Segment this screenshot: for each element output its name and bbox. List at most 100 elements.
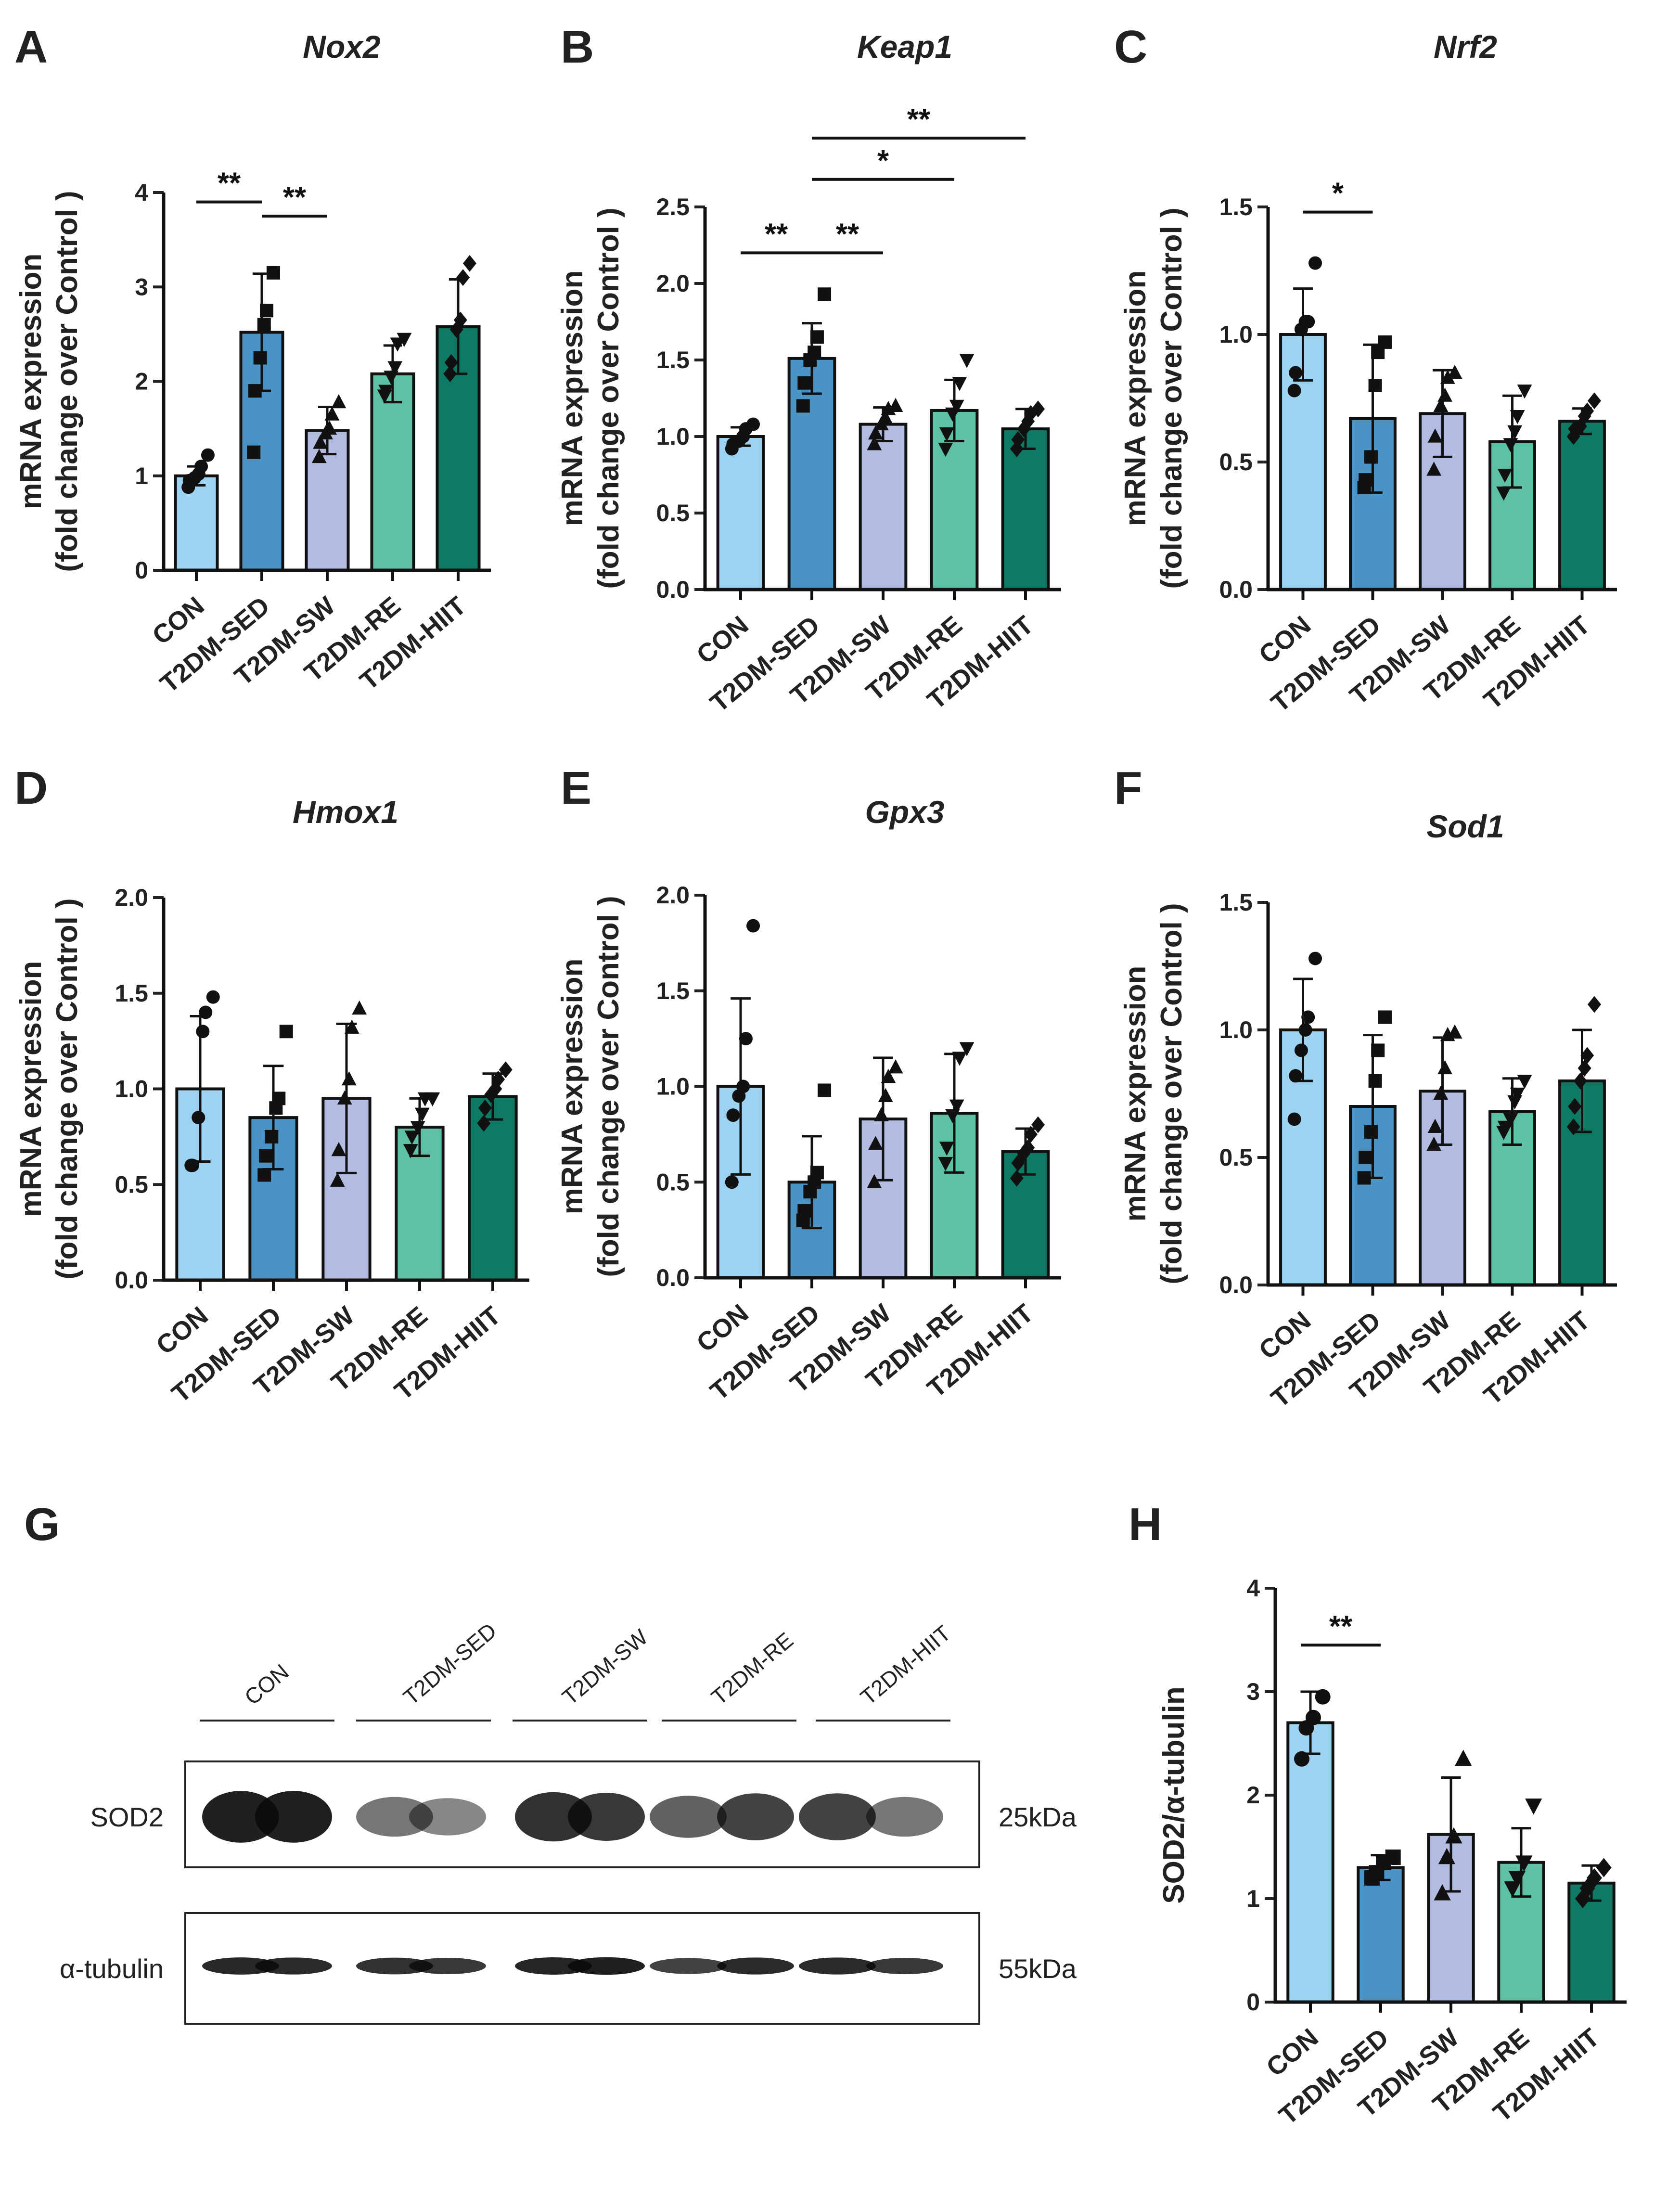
- data-point: [739, 1032, 753, 1046]
- data-point: [1305, 1709, 1321, 1725]
- y-tick-label: 0.5: [656, 1169, 690, 1195]
- data-point: [1011, 431, 1025, 448]
- data-point: [797, 1204, 811, 1218]
- chart-nox2: Nox2 mRNA expression (fold change over Con…: [14, 29, 491, 699]
- data-point: [313, 435, 328, 449]
- chart-hmox1: Hmox1 mRNA expression (fold change over Co…: [14, 794, 529, 1409]
- data-point: [810, 330, 824, 344]
- data-point: [1364, 1125, 1378, 1139]
- data-point: [404, 1131, 420, 1145]
- data-point: [1301, 315, 1315, 329]
- y-tick-label: 1.5: [656, 347, 690, 373]
- y-axis-label: (fold change over Control ): [592, 896, 625, 1277]
- data-point: [1298, 1023, 1312, 1037]
- data-point: [878, 410, 893, 424]
- y-tick-label: 1.5: [1219, 889, 1253, 916]
- data-point: [1378, 335, 1392, 349]
- y-tick-label: 0: [1246, 1989, 1260, 2016]
- blot-size-sod2: 25kDa: [999, 1802, 1077, 1832]
- data-point: [952, 1052, 967, 1066]
- y-tick-label: 1: [135, 463, 148, 489]
- data-point: [403, 1144, 418, 1158]
- chart-title: Nox2: [303, 29, 381, 64]
- data-point: [1434, 1884, 1451, 1901]
- data-point: [1021, 1139, 1035, 1156]
- data-point: [746, 417, 760, 431]
- blot-label-sod2: SOD2: [90, 1802, 164, 1832]
- panel-letter-E: E: [561, 762, 591, 814]
- data-point: [1525, 1799, 1542, 1815]
- bar-t2dm-hiit: [468, 1095, 518, 1282]
- data-point: [1580, 1047, 1594, 1064]
- y-axis-label: mRNA expression: [556, 959, 589, 1215]
- data-point: [1371, 1043, 1385, 1057]
- y-axis-label: mRNA expression: [14, 254, 48, 510]
- data-point: [1588, 392, 1602, 410]
- panel-letter-D: D: [14, 762, 48, 814]
- data-point: [1287, 1112, 1301, 1126]
- data-point: [1510, 410, 1525, 424]
- data-point: [378, 385, 394, 399]
- y-axis-label: SOD2/α-tubulin: [1157, 1686, 1191, 1903]
- data-point: [725, 1175, 739, 1189]
- data-point: [206, 990, 220, 1004]
- data-point: [1455, 1749, 1472, 1766]
- data-point: [199, 1005, 213, 1019]
- blot-band: [515, 1792, 592, 1842]
- blot-band: [717, 1957, 794, 1975]
- data-point: [330, 1172, 345, 1187]
- data-point: [1440, 370, 1455, 384]
- bar-con: [1286, 1721, 1334, 2004]
- data-point: [938, 1156, 953, 1171]
- data-point: [194, 460, 208, 474]
- chart-title: Keap1: [857, 29, 952, 64]
- data-point: [266, 266, 280, 280]
- data-point: [726, 1108, 740, 1122]
- data-point: [1497, 1120, 1513, 1135]
- y-tick-label: 1.5: [1219, 193, 1253, 220]
- data-point: [878, 1088, 893, 1102]
- significance-label: **: [765, 218, 788, 251]
- data-point: [1357, 1171, 1371, 1185]
- data-point: [484, 1086, 498, 1103]
- blot-band: [650, 1796, 727, 1838]
- data-point: [959, 1042, 975, 1056]
- y-axis-label: (fold change over Control ): [1155, 903, 1188, 1284]
- data-point: [1503, 1113, 1518, 1128]
- data-point: [1588, 996, 1602, 1013]
- blot-band: [799, 1793, 876, 1840]
- blot-band: [568, 1957, 645, 1975]
- data-point: [201, 448, 215, 462]
- data-point: [1024, 1126, 1038, 1143]
- bar-t2dm-re: [370, 372, 415, 572]
- data-point: [337, 1090, 352, 1105]
- data-point: [341, 1071, 357, 1086]
- data-point: [462, 255, 476, 272]
- data-point: [746, 919, 760, 933]
- data-point: [1301, 1010, 1315, 1024]
- y-axis-label: mRNA expression: [1119, 966, 1152, 1222]
- data-point: [952, 377, 967, 391]
- y-tick-label: 3: [135, 273, 148, 300]
- data-point: [322, 420, 337, 435]
- y-tick-label: 0.5: [1219, 1144, 1253, 1171]
- blot-band: [202, 1791, 279, 1843]
- data-point: [1433, 1085, 1449, 1100]
- chart-gpx3: Gpx3 mRNA expression (fold change over Con…: [556, 794, 1061, 1406]
- y-tick-label: 2.0: [656, 270, 690, 297]
- data-point: [272, 1092, 286, 1105]
- data-point: [1368, 1074, 1382, 1088]
- data-point: [1359, 1151, 1372, 1164]
- panel-letter-H: H: [1129, 1499, 1162, 1550]
- data-point: [868, 425, 883, 440]
- data-point: [873, 1107, 889, 1121]
- data-point: [1566, 1118, 1580, 1135]
- y-tick-label: 3: [1246, 1678, 1260, 1705]
- blot-band: [866, 1958, 943, 1974]
- blot-band: [568, 1793, 645, 1841]
- blot-label-tubulin: α-tubulin: [60, 1953, 164, 1984]
- data-point: [414, 1107, 430, 1122]
- data-point: [945, 1109, 960, 1123]
- data-point: [1385, 1850, 1401, 1865]
- y-tick-label: 2.0: [115, 884, 148, 911]
